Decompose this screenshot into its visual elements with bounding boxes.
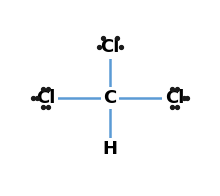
Text: Cl: Cl: [36, 89, 55, 107]
Text: C: C: [103, 89, 117, 107]
Text: Cl: Cl: [100, 38, 120, 56]
Text: H: H: [103, 140, 117, 158]
Text: Cl: Cl: [165, 89, 184, 107]
